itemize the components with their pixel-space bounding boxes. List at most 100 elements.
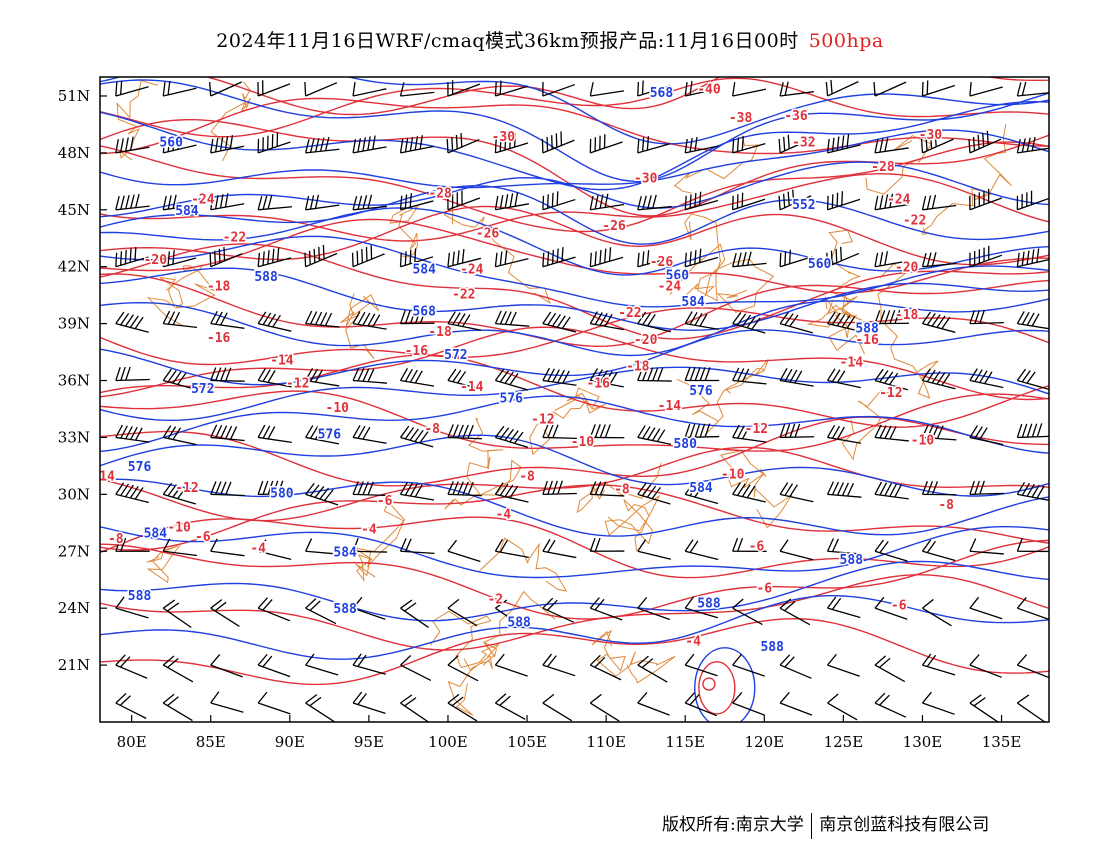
temperature-label: -10 (721, 467, 745, 482)
wind-barb (399, 538, 435, 554)
wind-barb (684, 423, 720, 439)
wind-barb (542, 597, 575, 623)
wind-barb (873, 81, 907, 97)
contour-line (100, 574, 1049, 651)
temperature-label: -26 (476, 227, 500, 242)
wind-barb (874, 309, 910, 325)
wind-barb (826, 246, 860, 268)
temperature-label: -4 (250, 541, 266, 556)
wind-barb (494, 80, 529, 97)
wind-barb (1016, 190, 1049, 211)
wind-barb (1016, 81, 1049, 97)
contour-line (100, 617, 1049, 686)
temperature-label: -12 (879, 386, 902, 401)
wind-barb (1016, 368, 1049, 391)
temperature-label: -16 (405, 344, 429, 359)
temperature-label: -26 (602, 219, 626, 234)
temperature-label: -12 (745, 422, 768, 437)
plot-area: 568 560 552 560 560 584 588 584 568 584 588 572 572 5… (100, 77, 1049, 722)
wind-barb (257, 597, 291, 622)
wind-barb (732, 82, 767, 97)
chart-title: 2024年11月16日WRF/cmaq模式36km预报产品:11月16日00时 5… (0, 26, 1100, 53)
wind-barb (257, 480, 293, 496)
wind-barb (1016, 537, 1049, 553)
wind-barb (447, 311, 482, 331)
wind-barb (542, 538, 577, 559)
wind-barb (874, 424, 909, 442)
lon-tick-label: 80E (117, 733, 147, 751)
wind-barb (115, 692, 147, 719)
height-label: 584 (175, 204, 199, 219)
contour-line (100, 526, 1049, 579)
wind-barb (162, 425, 197, 446)
wind-barb (257, 424, 292, 443)
height-label: 576 (318, 428, 342, 443)
wind-barb (257, 539, 292, 561)
wind-barb (779, 81, 814, 97)
height-label: 572 (191, 382, 214, 397)
wind-barb (162, 538, 198, 557)
contour-line (100, 267, 1049, 332)
lat-tick-label: 39N (58, 315, 90, 333)
contour-line (100, 77, 1049, 145)
contour-line (100, 235, 1049, 308)
wind-barb (589, 82, 625, 97)
lon-tick-label: 120E (745, 733, 785, 751)
boundary-line (719, 450, 793, 529)
temperature-label: -10 (167, 521, 191, 536)
wind-barb (115, 246, 149, 268)
wind-barb (732, 367, 767, 385)
wind-barb (874, 539, 908, 562)
wind-barb (494, 425, 529, 449)
wind-barb (921, 424, 957, 441)
wind-barb (1016, 423, 1049, 439)
wind-barb (257, 195, 293, 211)
wind-barb (399, 82, 435, 97)
height-label: 568 (650, 86, 674, 101)
contour-line (100, 129, 1049, 189)
wind-barb (210, 135, 245, 154)
wind-barb (732, 424, 767, 443)
wind-barb (399, 309, 435, 325)
wind-barb (637, 692, 670, 716)
lat-tick-label: 42N (58, 258, 90, 276)
height-label: 576 (689, 384, 713, 399)
wind-barb (352, 691, 386, 715)
height-label: 560 (666, 268, 690, 283)
wind-barb (921, 653, 956, 676)
wind-barb (732, 311, 766, 334)
wind-barb (495, 599, 524, 628)
wind-barb (494, 310, 530, 327)
wind-barb (921, 252, 957, 268)
lon-tick-label: 125E (824, 733, 864, 751)
height-label: 552 (792, 198, 815, 213)
height-label: 560 (808, 257, 832, 272)
wind-barb (257, 80, 291, 97)
height-label: 588 (333, 602, 357, 617)
wind-barb (969, 694, 999, 722)
wind-barb (542, 480, 577, 496)
contour-line (100, 161, 1049, 218)
wind-barb (920, 132, 954, 154)
temperature-label: -8 (424, 422, 440, 437)
wind-barb (351, 245, 385, 268)
wind-barb (637, 539, 671, 560)
temperature-label: -26 (650, 255, 674, 270)
contour-line (100, 79, 1049, 183)
height-contours (100, 77, 1049, 722)
temperature-label: -22 (223, 230, 246, 245)
wind-barb (447, 539, 481, 563)
lon-tick-label: 105E (507, 733, 547, 751)
wind-barb (589, 597, 623, 621)
temperature-label: -16 (207, 331, 231, 346)
height-label: 560 (159, 136, 183, 151)
contour-line (100, 205, 1049, 266)
lat-tick-label: 45N (58, 201, 90, 219)
height-label: 584 (333, 545, 357, 560)
wind-barb (115, 80, 149, 97)
wind-barb (969, 188, 1003, 211)
wind-barb (684, 482, 719, 505)
wind-barb (874, 692, 907, 718)
wind-barb (494, 192, 529, 211)
temperature-label: -30 (919, 128, 943, 143)
